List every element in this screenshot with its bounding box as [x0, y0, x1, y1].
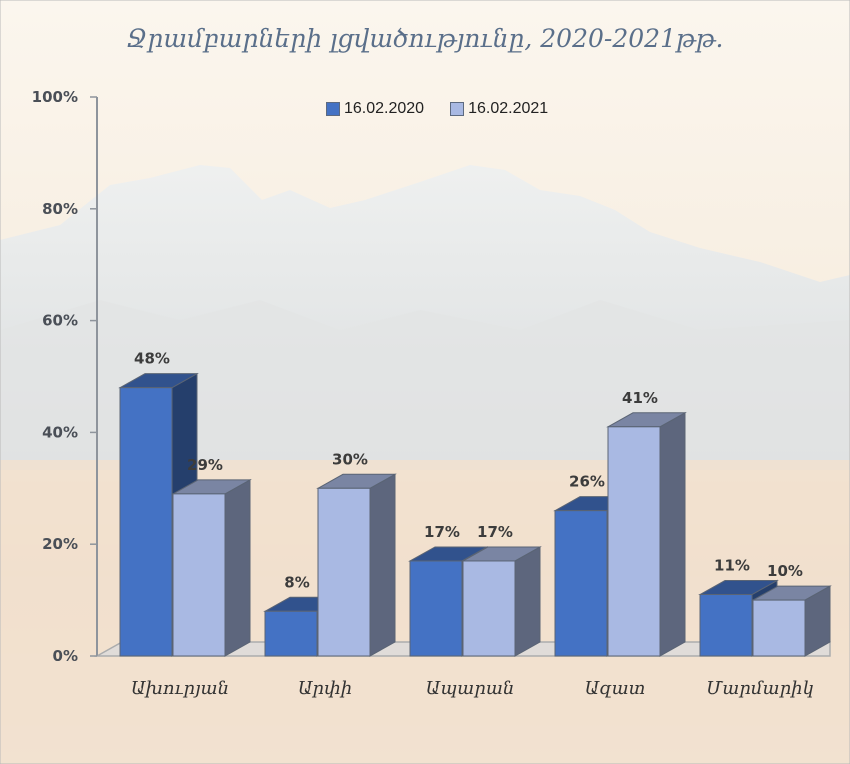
bar: [607, 426, 661, 657]
data-label: 48%: [134, 350, 170, 368]
bar: [699, 594, 753, 657]
bar: [317, 487, 371, 657]
x-tick-label: Արփի: [298, 678, 352, 699]
data-label: 11%: [714, 557, 750, 575]
data-label: 26%: [569, 473, 605, 491]
y-tick-label: 60%: [42, 312, 78, 330]
bar-side: [224, 479, 251, 657]
bar: [119, 387, 173, 657]
legend-item-2021: 16.02.2021: [450, 100, 548, 118]
legend-label-2021: 16.02.2021: [468, 100, 549, 117]
data-label: 17%: [477, 523, 513, 541]
bar: [264, 610, 318, 657]
bar: [172, 493, 226, 657]
y-tick-label: 20%: [42, 535, 78, 553]
bar-side: [369, 473, 396, 657]
bar-side: [514, 546, 541, 657]
legend-swatch-2020: [326, 102, 340, 116]
legend: 16.02.2020 16.02.2021: [326, 100, 548, 118]
x-tick-label: Ազատ: [585, 678, 646, 699]
legend-item-2020: 16.02.2020: [326, 100, 424, 118]
data-label: 41%: [622, 389, 658, 407]
legend-swatch-2021: [450, 102, 465, 116]
bar: [462, 560, 516, 657]
x-tick-label: Մարմարիկ: [706, 678, 814, 699]
y-tick-label: 100%: [32, 88, 78, 106]
data-label: 10%: [767, 562, 803, 580]
bar: [554, 510, 608, 657]
x-tick-label: Ապարան: [426, 678, 515, 699]
data-label: 29%: [187, 456, 223, 474]
y-tick-label: 80%: [42, 200, 78, 218]
y-tick-label: 40%: [42, 423, 78, 441]
bar: [752, 599, 806, 657]
bar: [409, 560, 463, 657]
data-label: 30%: [332, 450, 368, 468]
y-tick-label: 0%: [53, 647, 78, 665]
legend-label-2020: 16.02.2020: [344, 100, 425, 117]
chart-title: Ջրամբարների լցվածությունը, 2020-2021թթ.: [126, 24, 724, 53]
data-label: 17%: [424, 523, 460, 541]
bar-side: [659, 411, 686, 657]
data-label: 8%: [284, 573, 309, 591]
x-tick-label: Ախուրյան: [131, 678, 229, 699]
